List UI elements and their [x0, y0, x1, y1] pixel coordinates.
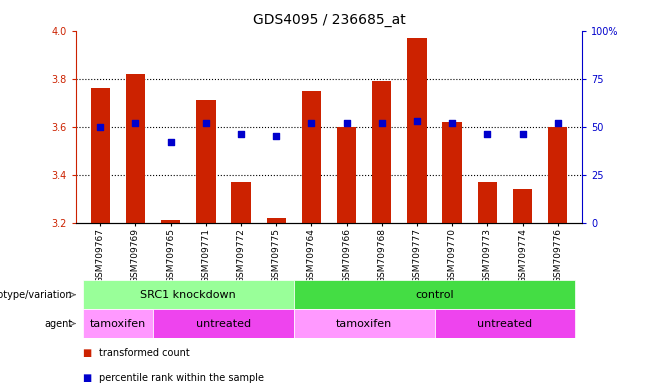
Point: [271, 133, 282, 139]
Point: [130, 120, 141, 126]
Bar: [161, 220, 180, 223]
Text: ■: ■: [82, 373, 91, 383]
Point: [482, 131, 493, 137]
Point: [447, 120, 457, 126]
Bar: [83, 280, 294, 309]
Text: genotype/variation: genotype/variation: [0, 290, 72, 300]
Text: control: control: [415, 290, 454, 300]
Bar: [513, 189, 532, 223]
Point: [201, 120, 211, 126]
Text: SRC1 knockdown: SRC1 knockdown: [140, 290, 236, 300]
Point: [412, 118, 422, 124]
Bar: [294, 280, 575, 309]
Bar: [266, 218, 286, 223]
Bar: [434, 309, 575, 338]
Point: [342, 120, 352, 126]
Point: [306, 120, 316, 126]
Bar: [442, 122, 462, 223]
Bar: [372, 81, 392, 223]
Bar: [153, 309, 294, 338]
Bar: [478, 182, 497, 223]
Text: transformed count: transformed count: [99, 348, 190, 358]
Bar: [196, 100, 216, 223]
Point: [376, 120, 387, 126]
Text: untreated: untreated: [477, 318, 532, 329]
Text: tamoxifen: tamoxifen: [336, 318, 392, 329]
Bar: [294, 309, 434, 338]
Text: tamoxifen: tamoxifen: [89, 318, 146, 329]
Point: [165, 139, 176, 145]
Bar: [232, 182, 251, 223]
Point: [553, 120, 563, 126]
Text: ■: ■: [82, 348, 91, 358]
Point: [517, 131, 528, 137]
Bar: [83, 309, 153, 338]
Bar: [91, 88, 110, 223]
Title: GDS4095 / 236685_at: GDS4095 / 236685_at: [253, 13, 405, 27]
Point: [95, 124, 105, 130]
Bar: [302, 91, 321, 223]
Text: untreated: untreated: [196, 318, 251, 329]
Bar: [407, 38, 426, 223]
Bar: [126, 74, 145, 223]
Text: agent: agent: [44, 318, 72, 329]
Text: percentile rank within the sample: percentile rank within the sample: [99, 373, 264, 383]
Bar: [548, 127, 567, 223]
Point: [236, 131, 246, 137]
Bar: [337, 127, 356, 223]
